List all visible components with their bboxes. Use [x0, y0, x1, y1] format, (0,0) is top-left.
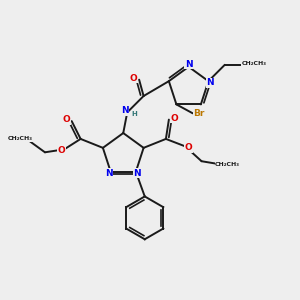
Text: O: O: [130, 74, 138, 83]
Text: O: O: [62, 115, 70, 124]
Text: CH₂CH₃: CH₂CH₃: [242, 61, 266, 66]
Text: Br: Br: [194, 109, 205, 118]
Text: N: N: [206, 78, 214, 87]
Text: N: N: [105, 169, 113, 178]
Text: CH₂CH₃: CH₂CH₃: [8, 136, 33, 141]
Text: N: N: [134, 169, 141, 178]
Text: N: N: [185, 60, 193, 69]
Text: N: N: [121, 106, 129, 116]
Text: O: O: [170, 114, 178, 123]
Text: O: O: [57, 146, 65, 155]
Text: H: H: [131, 111, 137, 117]
Text: O: O: [185, 143, 193, 152]
Text: CH₂CH₃: CH₂CH₃: [215, 162, 240, 167]
